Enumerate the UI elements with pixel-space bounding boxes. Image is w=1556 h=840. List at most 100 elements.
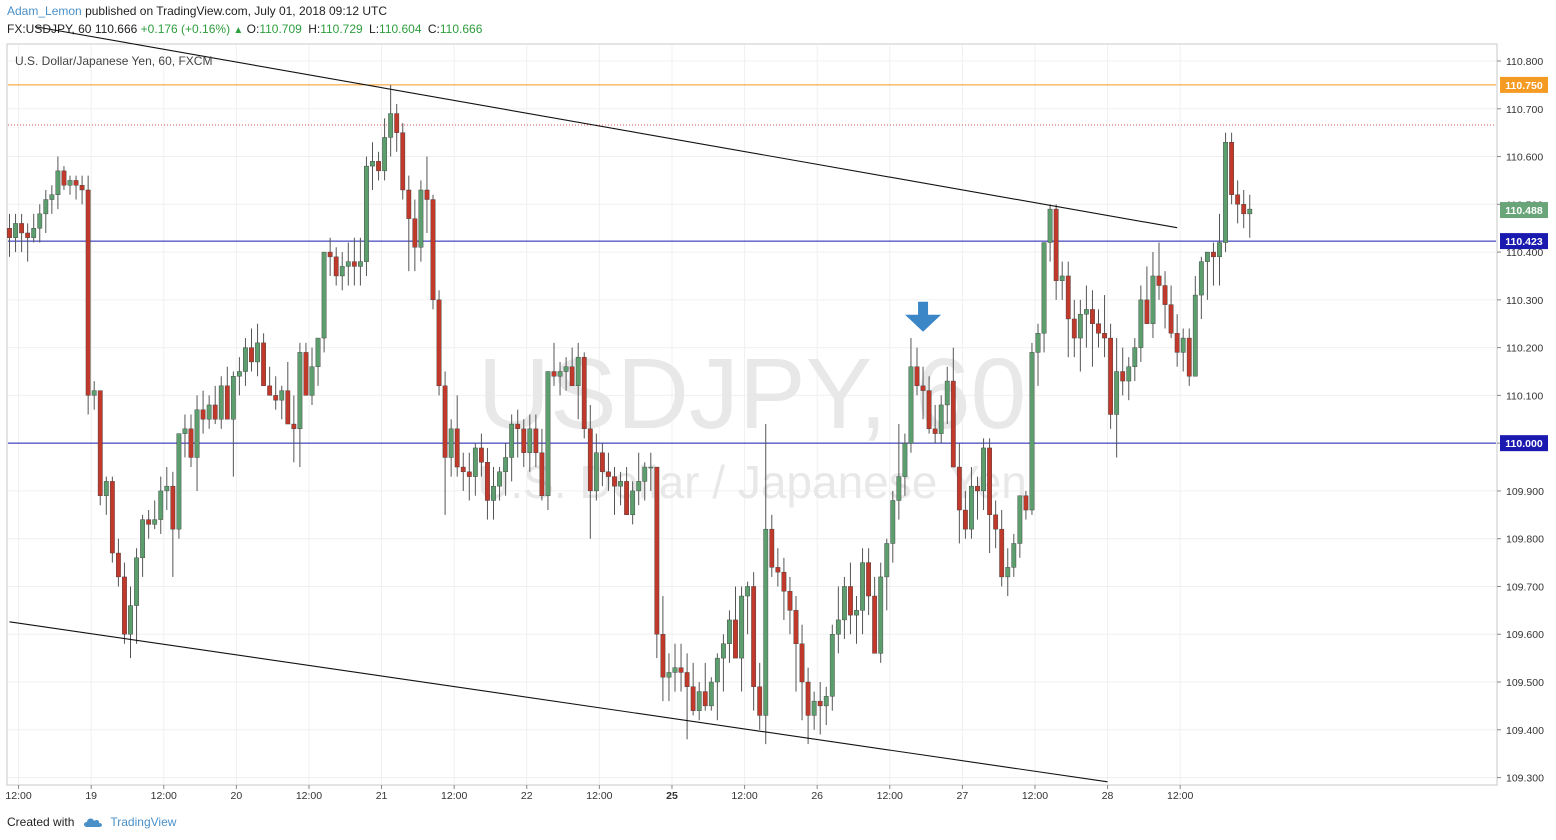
candle-up [902,442,908,477]
candle-down [987,447,993,516]
candle-up [1223,142,1228,243]
last-price: 110.666 [94,22,138,36]
candle-down [73,180,79,186]
candle-down [702,691,708,707]
candle-up [1198,261,1204,296]
trendlines[interactable] [9,26,1178,783]
candle-up [134,557,139,606]
y-tick-label: 109.900 [1506,486,1544,498]
candle-up [739,595,744,659]
candle-up [721,643,726,659]
candle-up [878,576,884,654]
candle-up [642,466,648,482]
candle-up [1217,242,1222,258]
candle-down [805,681,811,716]
candle-down [684,672,690,687]
candle-down [733,619,738,659]
y-tick-label: 109.800 [1506,534,1544,546]
x-tick-label: 25 [666,790,678,802]
candle-down [1229,142,1235,195]
price-axis[interactable]: 110.800110.700110.600110.500110.400110.3… [1497,56,1548,785]
candle-up [91,390,97,396]
candle-up [969,485,974,530]
candle-down [97,390,103,496]
candle-up [666,672,672,678]
price-label-box [1500,202,1548,219]
candle-up [727,619,732,644]
trendline[interactable] [34,26,1178,229]
price-change: +0.176 (+0.16%) [140,22,231,36]
candle-down [587,428,593,492]
y-tick-label: 110.300 [1506,295,1543,307]
candle-down [1053,208,1059,281]
candle-up [829,634,835,697]
candle-down [521,428,527,453]
y-tick-label: 109.300 [1506,773,1544,785]
candle-down [781,571,787,592]
candle-down [775,567,781,573]
candle-down [551,371,557,377]
y-tick-label: 110.600 [1506,152,1543,164]
candle-down [612,476,617,487]
candle-up [315,337,321,367]
candle-up [509,423,515,458]
candle-down [799,643,805,683]
candle-down [303,352,309,396]
x-tick-label: 12:00 [877,790,903,802]
candle-down [436,299,442,387]
candle-down [333,256,339,277]
watermark-name: U.S. Dollar / Japanese Yen [477,456,1027,508]
x-tick-label: 22 [521,790,533,802]
author-link[interactable]: Adam_Lemon [7,4,82,18]
tradingview-link[interactable]: TradingView [110,815,177,829]
candle-down [581,356,587,430]
candle-up [321,251,327,339]
candle-down [224,385,230,420]
candle-up [206,404,212,420]
up-triangle-icon: ▲ [233,25,244,36]
y-tick-label: 110.200 [1506,343,1543,355]
candle-down [249,347,254,363]
candles [7,84,1253,745]
candle-up [472,447,478,477]
candle-down [993,514,999,530]
candle-down [79,185,85,191]
publish-info: Adam_Lemon published on TradingView.com,… [7,4,387,18]
candle-down [817,700,823,707]
x-tick-label: 12:00 [296,790,322,802]
candle-up [67,180,73,186]
candle-up [164,485,170,492]
candle-up [497,471,502,487]
horizontal-lines [8,84,1496,444]
time-axis[interactable]: 12:00 19 12:00 20 12:00 21 12:00 22 12:00 25 12:00… [5,785,1193,802]
low-key: L: [369,22,380,36]
candle-up [236,371,242,377]
trendline[interactable] [9,621,1108,783]
symbol-info: FX:USDJPY, 60 110.666 +0.176 (+0.16%) ▲ … [7,22,485,36]
candle-down [261,342,266,387]
candle-down [926,390,932,430]
candle-up [1247,208,1253,215]
candle-down [85,189,91,396]
candle-up [194,409,200,458]
price-label-text: 110.423 [1505,236,1543,248]
candle-up [890,500,896,544]
published-text: published on TradingView.com, July 01, 2… [85,4,388,18]
candle-up [1029,352,1035,511]
open-key: O: [246,22,260,36]
candle-up [944,380,950,406]
candle-up [527,428,533,453]
candle-up [218,385,224,420]
candle-down [170,485,176,530]
candle-down [406,189,412,219]
candle-down [690,686,696,711]
candle-up [938,404,944,434]
candle-up [630,490,636,516]
candle-down [950,380,956,468]
candle-down [485,462,490,501]
x-tick-label: 12:00 [5,790,31,802]
candle-up [1114,371,1120,415]
candle-down [1023,495,1029,511]
candle-down [1186,337,1192,377]
